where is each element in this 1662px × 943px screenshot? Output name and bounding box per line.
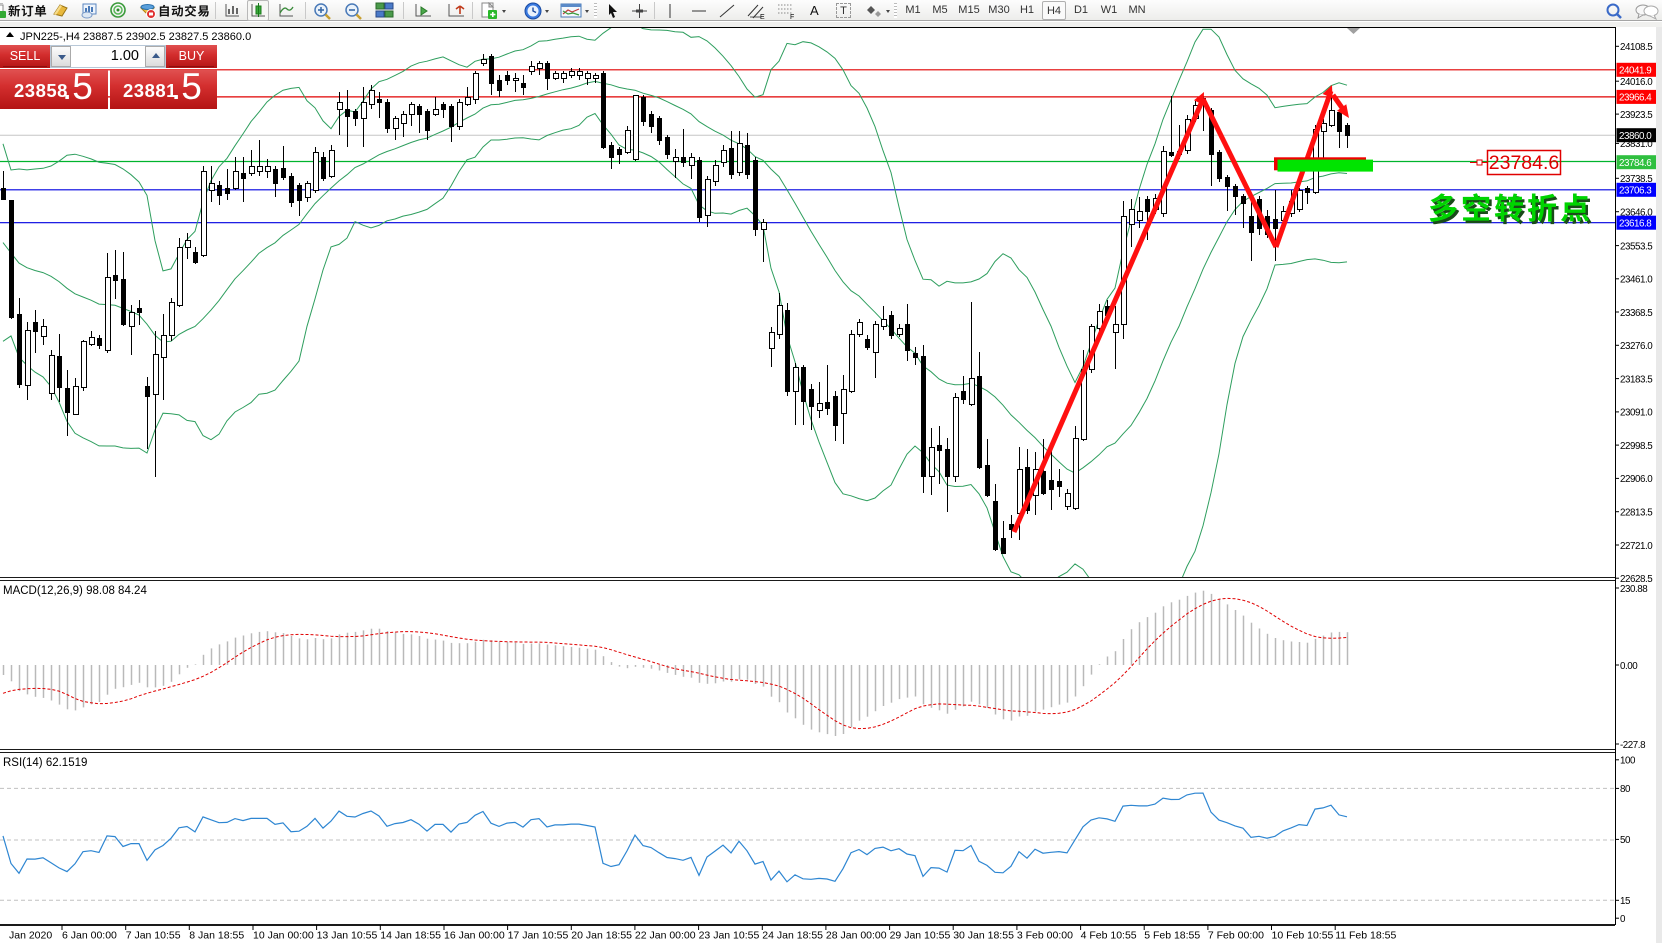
svg-text:23646.0: 23646.0 bbox=[1620, 208, 1653, 219]
svg-text:15: 15 bbox=[1620, 896, 1631, 907]
svg-text:22906.0: 22906.0 bbox=[1620, 474, 1653, 485]
svg-text:F: F bbox=[790, 14, 794, 20]
svg-text:22628.5: 22628.5 bbox=[1620, 574, 1653, 585]
svg-text:-227.8: -227.8 bbox=[1620, 740, 1646, 751]
svg-text:0: 0 bbox=[1620, 914, 1626, 925]
svg-text:4 Feb 10:55: 4 Feb 10:55 bbox=[1081, 930, 1137, 942]
svg-text:23091.0: 23091.0 bbox=[1620, 408, 1653, 419]
svg-text:22813.5: 22813.5 bbox=[1620, 508, 1653, 519]
svg-text:24016.0: 24016.0 bbox=[1620, 77, 1653, 88]
svg-text:30 Jan 18:55: 30 Jan 18:55 bbox=[953, 930, 1014, 942]
svg-text:24 Jan 18:55: 24 Jan 18:55 bbox=[762, 930, 823, 942]
svg-text:23923.5: 23923.5 bbox=[1620, 110, 1653, 121]
svg-text:23860.0: 23860.0 bbox=[1619, 131, 1652, 142]
svg-text:23738.5: 23738.5 bbox=[1620, 174, 1653, 185]
svg-text:23276.0: 23276.0 bbox=[1620, 341, 1653, 352]
svg-text:23784.6: 23784.6 bbox=[1619, 158, 1652, 169]
svg-text:50: 50 bbox=[1620, 835, 1631, 846]
svg-text:24108.5: 24108.5 bbox=[1620, 42, 1653, 53]
svg-text:8 Jan 18:55: 8 Jan 18:55 bbox=[189, 930, 244, 942]
svg-text:23831.0: 23831.0 bbox=[1620, 139, 1653, 150]
svg-text:7 Feb 00:00: 7 Feb 00:00 bbox=[1208, 930, 1264, 942]
svg-text:28 Jan 00:00: 28 Jan 00:00 bbox=[826, 930, 887, 942]
svg-text:100: 100 bbox=[1620, 756, 1636, 767]
svg-text:20 Jan 18:55: 20 Jan 18:55 bbox=[571, 930, 632, 942]
svg-text:7 Jan 10:55: 7 Jan 10:55 bbox=[126, 930, 181, 942]
svg-text:29 Jan 10:55: 29 Jan 10:55 bbox=[890, 930, 951, 942]
svg-text:10 Feb 10:55: 10 Feb 10:55 bbox=[1272, 930, 1334, 942]
svg-text:17 Jan 10:55: 17 Jan 10:55 bbox=[508, 930, 569, 942]
svg-text:MACD(12,26,9) 98.08 84.24: MACD(12,26,9) 98.08 84.24 bbox=[3, 585, 147, 597]
svg-text:14 Jan 18:55: 14 Jan 18:55 bbox=[380, 930, 441, 942]
svg-text:23784.6: 23784.6 bbox=[1489, 152, 1560, 174]
svg-text:23553.5: 23553.5 bbox=[1620, 241, 1653, 252]
svg-text:23 Jan 10:55: 23 Jan 10:55 bbox=[699, 930, 760, 942]
svg-text:Jan 2020: Jan 2020 bbox=[9, 930, 52, 942]
svg-text:10 Jan 00:00: 10 Jan 00:00 bbox=[253, 930, 314, 942]
svg-text:3 Feb 00:00: 3 Feb 00:00 bbox=[1017, 930, 1073, 942]
svg-text:23461.0: 23461.0 bbox=[1620, 275, 1653, 286]
svg-text:E: E bbox=[760, 14, 765, 20]
svg-text:23966.4: 23966.4 bbox=[1619, 93, 1652, 104]
svg-text:23368.5: 23368.5 bbox=[1620, 308, 1653, 319]
svg-text:24041.9: 24041.9 bbox=[1619, 66, 1651, 77]
svg-text:16 Jan 00:00: 16 Jan 00:00 bbox=[444, 930, 505, 942]
svg-text:230.88: 230.88 bbox=[1620, 584, 1648, 595]
svg-text:22998.5: 22998.5 bbox=[1620, 441, 1653, 452]
svg-text:11 Feb 18:55: 11 Feb 18:55 bbox=[1335, 930, 1396, 942]
svg-text:23616.8: 23616.8 bbox=[1619, 219, 1652, 230]
svg-text:22 Jan 00:00: 22 Jan 00:00 bbox=[635, 930, 696, 942]
svg-text:5 Feb 18:55: 5 Feb 18:55 bbox=[1144, 930, 1200, 942]
svg-text:6 Jan 00:00: 6 Jan 00:00 bbox=[62, 930, 117, 942]
svg-text:80: 80 bbox=[1620, 784, 1631, 795]
svg-text:RSI(14) 62.1519: RSI(14) 62.1519 bbox=[3, 757, 87, 769]
svg-text:13 Jan 10:55: 13 Jan 10:55 bbox=[317, 930, 378, 942]
svg-text:0.00: 0.00 bbox=[1620, 661, 1638, 672]
svg-text:23183.5: 23183.5 bbox=[1620, 374, 1653, 385]
svg-text:JPN225-,H4 23887.5 23902.5 23: JPN225-,H4 23887.5 23902.5 23827.5 23860… bbox=[20, 31, 251, 43]
svg-text:23706.3: 23706.3 bbox=[1619, 186, 1652, 197]
svg-text:22721.0: 22721.0 bbox=[1620, 541, 1653, 552]
